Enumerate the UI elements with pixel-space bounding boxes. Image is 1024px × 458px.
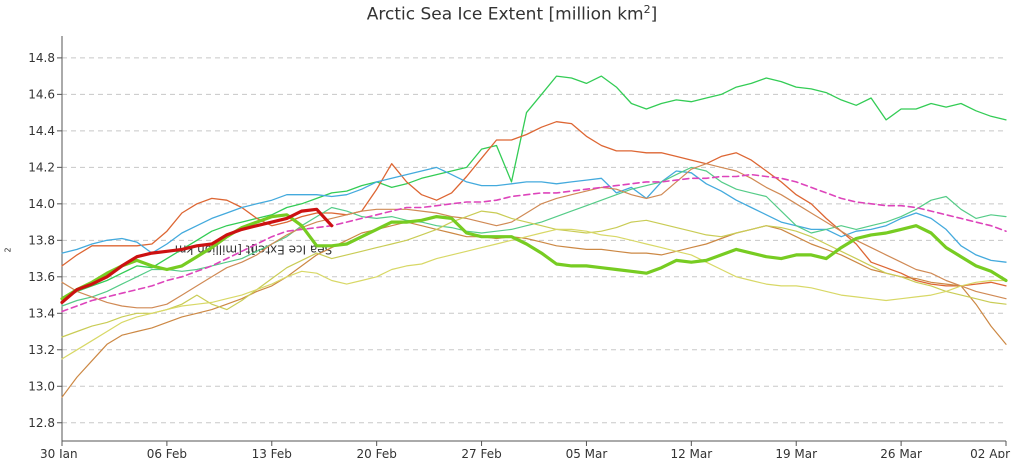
chart-title: Arctic Sea Ice Extent [million km2] (366, 3, 658, 25)
series-line-0 (61, 75, 1007, 302)
x-tick-label: 20 Feb (356, 447, 396, 458)
y-tick-label: 13.0 (28, 379, 55, 393)
y-tick-label: 13.8 (28, 233, 55, 247)
series-line-2 (61, 166, 1007, 263)
x-tick-label: 26 Mar (880, 447, 922, 458)
y-tick-label: 12.8 (28, 416, 55, 430)
y-tick-label: 13.6 (28, 270, 55, 284)
series-group (60, 75, 1008, 398)
axes (57, 36, 1007, 446)
y-tick-label: 14.4 (28, 124, 55, 138)
y-tick-label: 14.6 (28, 87, 55, 101)
x-tick-label: 30 Jan (40, 447, 78, 458)
x-tick-label: 13 Feb (252, 447, 292, 458)
x-tick-label: 27 Feb (461, 447, 501, 458)
series-line-5 (61, 163, 1007, 309)
y-tick-label: 14.0 (28, 197, 55, 211)
series-line-8 (61, 173, 1007, 313)
x-tick-label: 19 Mar (775, 447, 817, 458)
y-tick-label: 13.4 (28, 306, 55, 320)
grid-lines (62, 57, 1006, 424)
series-line-6 (61, 210, 1007, 338)
x-tick-label: 12 Mar (670, 447, 712, 458)
tick-labels: 12.8 13.0 13.2 13.4 13.6 13.8 14.0 14.2 14.4 14.6… (28, 51, 1010, 458)
x-tick-label: 02 Apr (970, 447, 1010, 458)
y-tick-label: 13.2 (28, 343, 55, 357)
series-line-7 (61, 228, 1007, 360)
y-tick-label: 14.8 (28, 51, 55, 65)
series-line-9 (60, 213, 1008, 301)
x-tick-label: 05 Mar (566, 447, 608, 458)
series-line-10 (60, 207, 334, 304)
y-tick-label: 14.2 (28, 160, 55, 174)
series-line-1 (61, 121, 1007, 287)
x-tick-label: 06 Feb (147, 447, 187, 458)
